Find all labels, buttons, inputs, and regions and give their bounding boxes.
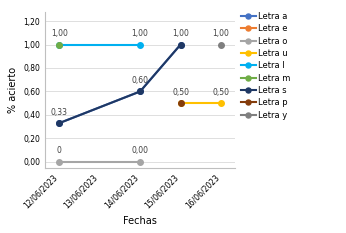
Text: 0,50: 0,50 <box>172 88 189 97</box>
Letra s <box>57 122 61 125</box>
Line: Letra u: Letra u <box>178 100 224 106</box>
Letra u <box>179 102 183 105</box>
Letra o <box>57 161 61 163</box>
Text: 0,33: 0,33 <box>51 108 68 117</box>
Letra a <box>57 122 61 125</box>
Text: 1,00: 1,00 <box>51 29 67 38</box>
Legend: Letra a, Letra e, Letra o, Letra u, Letra l, Letra m, Letra s, Letra p, Letra y: Letra a, Letra e, Letra o, Letra u, Letr… <box>237 9 294 123</box>
Y-axis label: % acierto: % acierto <box>8 67 18 113</box>
Text: 1,00: 1,00 <box>213 29 229 38</box>
Line: Letra l: Letra l <box>56 42 143 47</box>
Line: Letra a: Letra a <box>56 42 183 126</box>
Letra l <box>57 43 61 46</box>
Line: Letra o: Letra o <box>56 159 143 165</box>
X-axis label: Fechas: Fechas <box>123 216 157 226</box>
Letra a <box>179 43 183 46</box>
Line: Letra s: Letra s <box>56 42 183 126</box>
Letra u <box>219 102 223 105</box>
Text: 0: 0 <box>57 146 62 155</box>
Text: 1,00: 1,00 <box>172 29 189 38</box>
Letra s <box>138 90 142 93</box>
Letra o <box>138 161 142 163</box>
Letra s <box>179 43 183 46</box>
Text: 0,50: 0,50 <box>212 88 230 97</box>
Text: 1,00: 1,00 <box>132 29 148 38</box>
Letra l <box>138 43 142 46</box>
Text: 0,00: 0,00 <box>131 146 149 155</box>
Text: 0,60: 0,60 <box>131 76 149 85</box>
Letra a <box>138 90 142 93</box>
